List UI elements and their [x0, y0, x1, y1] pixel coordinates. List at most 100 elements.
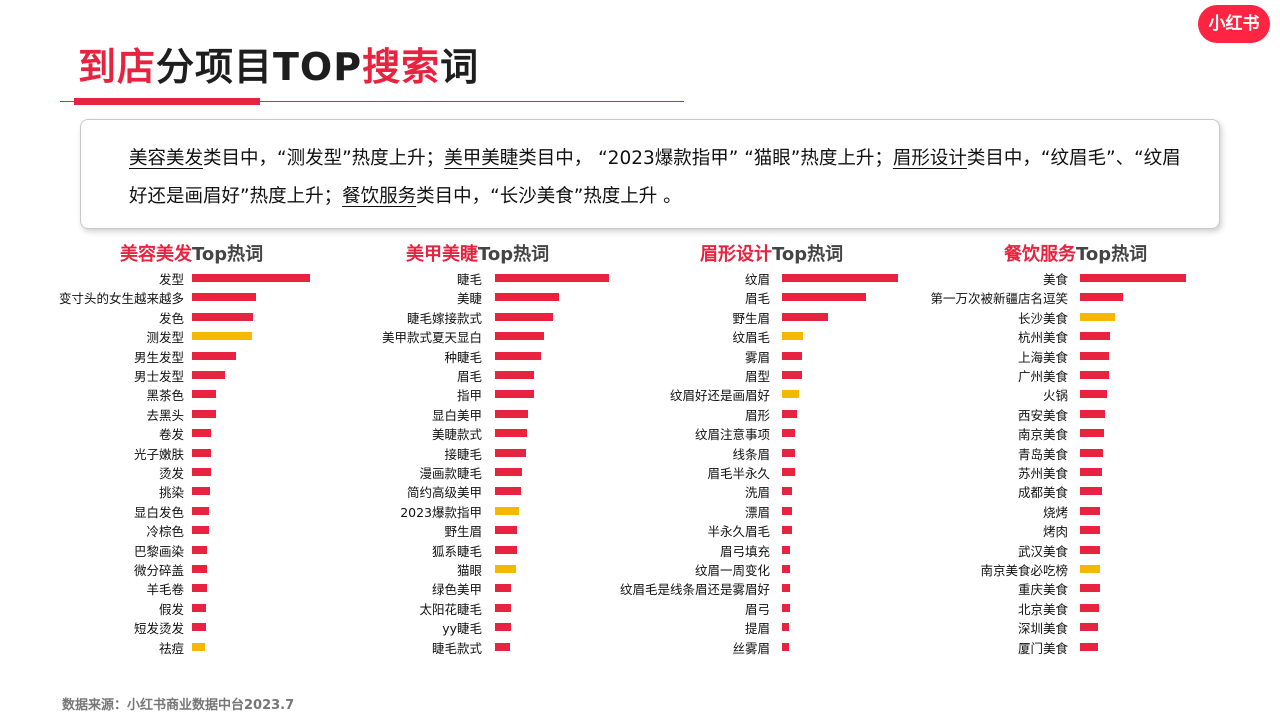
chart-row: 去黑头 — [0, 406, 320, 425]
category-label: 北京美食 — [1017, 601, 1068, 617]
chart-row: 南京美食 — [900, 425, 1196, 444]
chart-row: 青岛美食 — [900, 445, 1196, 464]
data-bar — [1080, 390, 1107, 399]
chart-row: 火锅 — [900, 386, 1196, 405]
category-label: 测发型 — [146, 330, 184, 346]
chart-row: 烤肉 — [900, 522, 1196, 541]
category-label: 野生眉 — [732, 310, 770, 326]
category-label: 眉毛 — [456, 369, 482, 384]
chart-row: 纹眉好还是画眉好 — [600, 386, 908, 405]
chart-row: yy睫毛 — [300, 619, 619, 638]
category-label: 洗眉 — [744, 485, 770, 501]
chart-row: 上海美食 — [900, 348, 1196, 367]
summary-category-nail-lash: 美甲美睫 — [444, 148, 519, 169]
chart-row: 成都美食 — [900, 483, 1196, 502]
chart-row: 线条眉 — [600, 445, 908, 464]
data-bar — [192, 487, 210, 496]
summary-text-4: 类目中，“长沙美食”热度上升 。 — [416, 186, 682, 207]
data-bar — [192, 584, 207, 593]
category-label: 第一万次被新疆店名逗笑 — [930, 291, 1068, 307]
category-label: 青岛美食 — [1017, 446, 1068, 462]
chart-row: 野生眉 — [300, 522, 619, 541]
category-label: 去黑头 — [146, 407, 184, 423]
category-label: 火锅 — [1042, 388, 1068, 404]
chart-row: 北京美食 — [900, 600, 1196, 619]
category-label: 显白美甲 — [431, 407, 482, 423]
data-bar — [495, 409, 528, 418]
category-label: 美睫款式 — [431, 427, 482, 443]
data-bar — [495, 603, 511, 612]
chart-row: 变寸头的女生越来越多 — [0, 289, 320, 308]
data-bar — [495, 429, 527, 438]
chart-row: 美食 — [900, 270, 1196, 289]
chart-row: 纹眉毛 — [600, 328, 908, 347]
chart-row: 纹眉注意事项 — [600, 425, 908, 444]
chart-row: 光子嫩肤 — [0, 445, 320, 464]
category-label: 发型 — [158, 272, 184, 287]
category-label: 眉弓填充 — [719, 543, 770, 559]
category-label: 巴黎画染 — [133, 543, 184, 559]
category-label: 短发烫发 — [133, 621, 184, 637]
page-title: 到店分项目TOP搜索词 — [78, 45, 480, 89]
data-bar — [192, 603, 206, 612]
chart-row: 冷棕色 — [0, 522, 320, 541]
category-label: 野生眉 — [444, 524, 482, 540]
data-bar — [192, 332, 252, 341]
chart-row: 祛痘 — [0, 639, 320, 658]
chart-row: 南京美食必吃榜 — [900, 561, 1196, 580]
chart-row: 男生发型 — [0, 348, 320, 367]
chart-row: 眉毛 — [600, 289, 908, 308]
data-bar — [192, 409, 216, 418]
summary-box: 美容美发类目中，“测发型”热度上升；美甲美睫类目中， “2023爆款指甲” “猫… — [80, 119, 1220, 229]
chart-row: 2023爆款指甲 — [300, 503, 619, 522]
category-label: 苏州美食 — [1017, 466, 1068, 481]
chart-row: 重庆美食 — [900, 580, 1196, 599]
data-bar — [495, 584, 511, 593]
category-label: 上海美食 — [1017, 349, 1068, 365]
data-bar — [782, 487, 792, 496]
data-bar — [192, 565, 207, 573]
data-bar — [495, 623, 511, 632]
data-bar — [1080, 351, 1109, 360]
chart-brow: 纹眉 眉毛 野生眉 纹眉毛 雾眉 眉型 纹眉好还是画眉好 眉形 纹眉注意事项 线条眉 眉毛半永久 洗眉… — [600, 270, 908, 662]
chart-row: 西安美食 — [900, 406, 1196, 425]
category-label: 成都美食 — [1017, 485, 1068, 501]
category-label: 发色 — [158, 310, 184, 326]
chart-row: 狐系睫毛 — [300, 542, 619, 561]
category-label: 眉型 — [744, 369, 770, 384]
chart-row: 美睫 — [300, 289, 619, 308]
data-bar — [782, 506, 792, 515]
chart-row: 烫发 — [0, 464, 320, 483]
data-bar — [495, 371, 534, 379]
category-label: 猫眼 — [456, 563, 482, 578]
data-bar — [782, 429, 795, 438]
chart-row: 测发型 — [0, 328, 320, 347]
chart-row: 漫画款睫毛 — [300, 464, 619, 483]
data-bar — [1080, 409, 1105, 418]
category-label: 提眉 — [744, 621, 770, 637]
category-label: 变寸头的女生越来越多 — [58, 291, 184, 307]
category-label: 纹眉 — [744, 272, 770, 287]
category-label: 冷棕色 — [146, 524, 184, 540]
category-label: 丝雾眉 — [732, 640, 770, 656]
chart-row: 挑染 — [0, 483, 320, 502]
category-label: 纹眉好还是画眉好 — [669, 388, 770, 404]
category-label: 太阳花睫毛 — [419, 601, 482, 617]
chart-row: 男士发型 — [0, 367, 320, 386]
category-label: 美睫 — [456, 291, 482, 307]
category-label: 睫毛款式 — [431, 640, 482, 656]
chart-row: 睫毛嫁接款式 — [300, 309, 619, 328]
chart-row: 简约高级美甲 — [300, 483, 619, 502]
chart-row: 发型 — [0, 270, 320, 289]
chart-row: 显白发色 — [0, 503, 320, 522]
chart-row: 眉形 — [600, 406, 908, 425]
panel-title-beauty-hair: 美容美发Top热词 — [120, 244, 264, 265]
data-bar — [1080, 274, 1186, 282]
category-label: 种睫毛 — [444, 349, 482, 365]
category-label: 眉形 — [744, 407, 770, 423]
data-bar — [192, 293, 256, 302]
chart-row: 第一万次被新疆店名逗笑 — [900, 289, 1196, 308]
chart-row: 睫毛 — [300, 270, 619, 289]
summary-text-3: 类目中，“纹眉毛”、“纹眉好还是画眉好”热度上升； — [129, 148, 1181, 207]
category-label: 半永久眉毛 — [707, 524, 770, 540]
